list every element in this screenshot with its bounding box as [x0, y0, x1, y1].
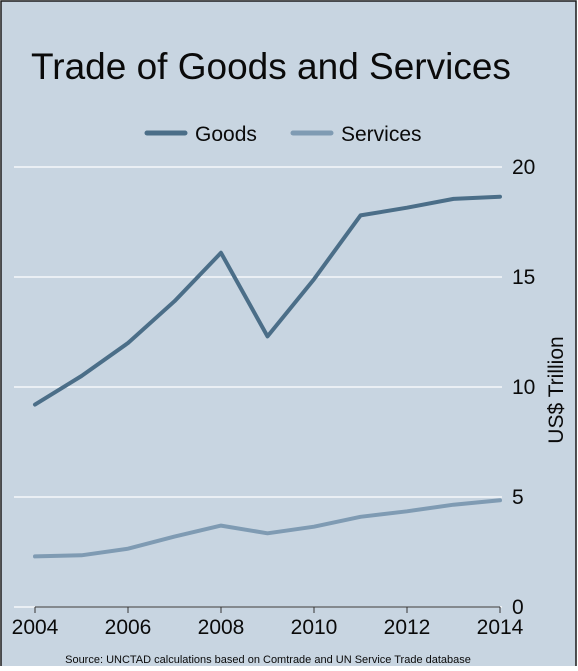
- y-tick-label-0: 0: [512, 596, 524, 619]
- x-tick-label-2010: 2010: [291, 616, 338, 639]
- series-lines: [33, 194, 502, 559]
- legend-label-services: Services: [341, 123, 422, 146]
- source-note: Source: UNCTAD calculations based on Com…: [65, 654, 471, 666]
- y-tick-label-5: 5: [512, 486, 524, 509]
- x-tick-label-2008: 2008: [198, 616, 245, 639]
- y-axis-ticks: 0 5 10 15 20: [512, 156, 535, 619]
- y-tick-label-10: 10: [512, 376, 535, 399]
- x-tick-label-2006: 2006: [105, 616, 152, 639]
- series-line-services: [33, 498, 502, 559]
- x-tick-label-2014: 2014: [477, 616, 524, 639]
- legend: Goods Services: [144, 123, 422, 146]
- x-axis: 2004 2006 2008 2010 2012 2014: [12, 606, 524, 639]
- series-line-goods: [33, 194, 502, 407]
- y-tick-label-20: 20: [512, 156, 535, 179]
- chart-title: Trade of Goods and Services: [31, 46, 511, 87]
- x-tick-label-2004: 2004: [12, 616, 59, 639]
- x-tick-label-2012: 2012: [384, 616, 431, 639]
- legend-label-goods: Goods: [195, 123, 257, 146]
- y-axis-label: US$ Trillion: [545, 336, 568, 443]
- y-tick-label-15: 15: [512, 266, 535, 289]
